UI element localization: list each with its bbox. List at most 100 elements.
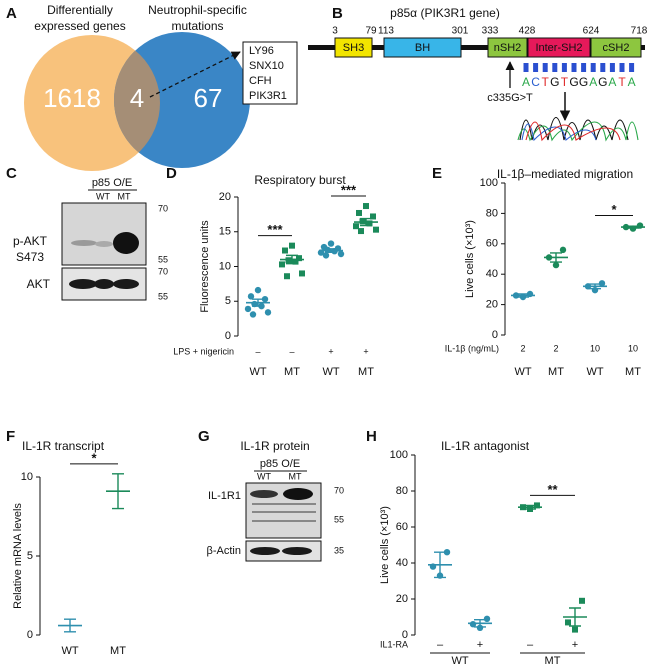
base: G <box>598 75 607 89</box>
y-tick-label: 10 <box>219 260 231 272</box>
size-marker: 55 <box>158 291 168 301</box>
x-tick-label: WT <box>249 366 266 378</box>
significance-label: *** <box>341 182 357 197</box>
domain <box>334 37 373 58</box>
significance-label: ** <box>547 482 558 497</box>
venn-set-label: Neutrophil-specific mutations <box>148 3 247 33</box>
error-bar <box>325 248 337 253</box>
data-point <box>284 273 290 280</box>
panel-letter: H <box>366 428 377 445</box>
condition-label: + <box>363 346 368 356</box>
band <box>69 279 97 289</box>
band <box>252 503 316 522</box>
data-point <box>552 261 560 269</box>
data-point <box>483 615 491 622</box>
panel-letter: B <box>332 5 343 22</box>
data-point <box>443 549 451 556</box>
chart-title: IL-1β–mediated migration <box>497 167 633 181</box>
base: T <box>542 75 550 89</box>
size-marker: 55 <box>334 514 344 524</box>
base: G <box>550 75 559 89</box>
data-point <box>254 286 262 294</box>
x-tick-label: MT <box>625 366 641 378</box>
condition-label: – <box>289 346 294 356</box>
error-bar <box>474 619 486 628</box>
data-point <box>282 247 288 254</box>
domain-position: 3 <box>332 26 338 37</box>
gene-box <box>242 41 298 105</box>
domain-position: 301 <box>452 26 469 37</box>
base-tick <box>629 63 635 72</box>
data-point <box>366 220 373 227</box>
y-tick-label: 20 <box>219 191 231 203</box>
chromatogram <box>517 117 639 142</box>
chart-title: IL-1R antagonist <box>441 439 530 453</box>
domain-position: 113 <box>378 26 394 37</box>
size-marker: 70 <box>158 203 168 213</box>
base-tick <box>552 63 558 72</box>
condition-axis-label: IL-1β (ng/mL) <box>445 343 499 353</box>
band <box>95 241 113 247</box>
condition-label: 10 <box>628 343 638 353</box>
y-tick-label: 40 <box>486 268 498 280</box>
base: G <box>579 75 588 89</box>
base: A <box>522 75 530 89</box>
blot-header: p85 O/E <box>92 177 132 189</box>
venn-overlap <box>114 35 160 168</box>
base: T <box>618 75 626 89</box>
condition-label: – <box>255 346 260 356</box>
base-tick <box>619 63 625 72</box>
blot-row-label: AKT <box>27 277 51 291</box>
band <box>250 490 278 498</box>
size-marker: 70 <box>158 266 168 276</box>
venn-count: 67 <box>194 83 223 113</box>
y-tick-label: 0 <box>492 329 498 341</box>
base-tick <box>581 63 587 72</box>
panel-letter: C <box>6 165 17 182</box>
size-marker: 70 <box>334 485 344 495</box>
blot-row-label: p-AKT S473 <box>12 234 47 264</box>
group-label: WT <box>451 655 468 667</box>
x-tick-label: WT <box>322 366 339 378</box>
lane-label: MT <box>289 471 302 481</box>
base-tick <box>533 63 539 72</box>
data-point <box>358 228 364 235</box>
band <box>113 279 139 289</box>
significance-label: *** <box>267 222 283 237</box>
y-axis-label: Live cells (×10³) <box>464 220 476 298</box>
y-tick-label: 80 <box>396 485 408 497</box>
chart-title: IL-1R transcript <box>22 439 105 453</box>
band <box>94 279 114 289</box>
size-marker: 55 <box>158 254 168 264</box>
condition-label: 10 <box>590 343 600 353</box>
data-point <box>559 246 567 254</box>
domain-label: Inter-SH2 <box>535 42 582 54</box>
data-point <box>373 226 379 233</box>
y-tick-label: 100 <box>480 177 498 189</box>
error-bar <box>286 254 298 265</box>
error-bar <box>112 473 124 510</box>
band <box>250 547 280 555</box>
data-point <box>370 213 376 220</box>
base: A <box>608 75 616 89</box>
data-point <box>322 252 330 259</box>
y-axis-label: Relative mRNA levels <box>12 503 24 609</box>
data-point <box>289 242 295 249</box>
domain-position: 79 <box>365 26 377 37</box>
data-point <box>356 209 362 216</box>
base-tick <box>523 63 529 72</box>
data-point <box>279 261 285 268</box>
error-bar <box>524 504 536 510</box>
base: T <box>561 75 569 89</box>
gene: LY96 <box>249 45 274 57</box>
data-point <box>296 255 302 262</box>
error-bar <box>64 618 76 633</box>
condition-label: + <box>328 346 333 356</box>
y-tick-label: 10 <box>21 471 33 483</box>
y-tick-label: 100 <box>390 449 408 461</box>
diagram-title: p85α (PIK3R1 gene) <box>390 6 500 20</box>
error-bar <box>569 607 581 627</box>
x-tick-label: + <box>477 639 483 651</box>
data-point <box>299 270 305 277</box>
